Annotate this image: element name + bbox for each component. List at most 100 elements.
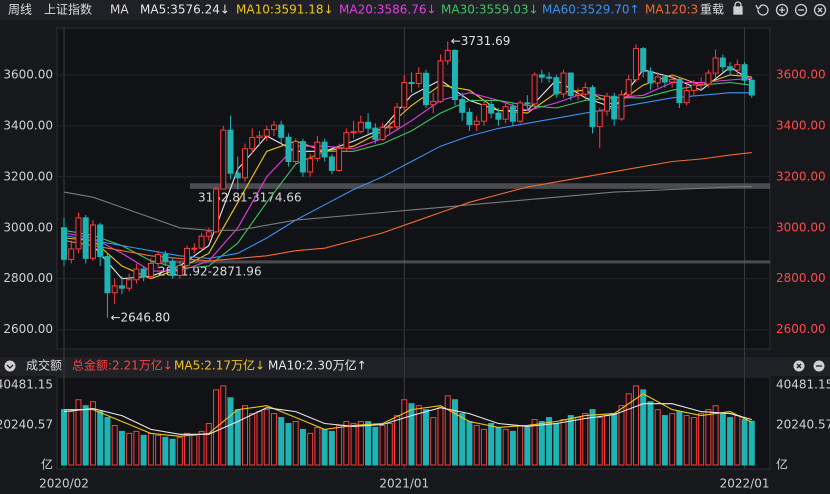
candle-body bbox=[343, 132, 350, 149]
volume-bar bbox=[350, 422, 357, 466]
add-icon[interactable] bbox=[775, 3, 789, 17]
volume-bar bbox=[712, 405, 719, 466]
volume-bar bbox=[430, 417, 437, 466]
candle-body bbox=[126, 279, 133, 289]
volume-bar bbox=[604, 415, 610, 466]
volume-bar bbox=[155, 434, 162, 466]
volume-bar bbox=[618, 405, 625, 466]
candle-body bbox=[321, 141, 328, 158]
y-tick-label: 3000.00 bbox=[3, 220, 53, 234]
candle-body bbox=[386, 126, 393, 129]
candle-body bbox=[473, 120, 480, 126]
candle-body bbox=[647, 71, 654, 84]
volume-bar bbox=[640, 389, 647, 466]
y-tick-label-right: 3600.00 bbox=[776, 67, 826, 81]
indicator[interactable]: MA bbox=[110, 3, 129, 17]
close-icon[interactable] bbox=[813, 3, 827, 17]
period[interactable]: 周线 bbox=[8, 3, 32, 17]
volume-bar bbox=[133, 430, 140, 466]
gap-band bbox=[150, 260, 770, 264]
candle-body bbox=[205, 231, 212, 237]
candle-body bbox=[553, 77, 560, 95]
extreme-label: ←3731.69 bbox=[451, 34, 511, 48]
y-tick-label: 20240.57 bbox=[0, 417, 53, 431]
volume-bar bbox=[531, 419, 538, 466]
candle-body bbox=[401, 82, 408, 108]
dropdown-icon[interactable] bbox=[4, 360, 16, 372]
candle-body bbox=[292, 141, 299, 163]
volume-bar bbox=[357, 420, 364, 466]
volume-bar bbox=[727, 417, 734, 466]
candle-body bbox=[234, 172, 241, 179]
legend-entry: MA10:2.30万亿↑ bbox=[268, 358, 367, 373]
x-tick-label: 2022/01 bbox=[720, 477, 770, 491]
volume-bar bbox=[336, 424, 343, 466]
volume-bar bbox=[249, 413, 256, 466]
candle-body bbox=[213, 188, 220, 233]
candle-body bbox=[176, 264, 183, 276]
candle-body bbox=[611, 95, 618, 120]
volume-bar bbox=[582, 413, 589, 466]
volume-bar bbox=[307, 432, 314, 466]
candle-body bbox=[249, 137, 256, 150]
volume-bar bbox=[661, 415, 668, 466]
symbol[interactable]: 上证指数 bbox=[44, 2, 92, 17]
volume-header bbox=[0, 357, 830, 376]
volume-bar bbox=[256, 411, 263, 466]
volume-bar bbox=[61, 409, 67, 466]
candle-body bbox=[683, 89, 690, 104]
gap-band bbox=[190, 183, 770, 189]
volume-bar bbox=[553, 422, 560, 466]
volume-bar bbox=[401, 399, 408, 466]
undo-icon[interactable] bbox=[755, 4, 769, 16]
y-tick-label-right: 3400.00 bbox=[776, 118, 826, 132]
candle-body bbox=[531, 74, 538, 105]
volume-bar bbox=[314, 426, 321, 466]
candle-body bbox=[690, 84, 697, 91]
candle-body bbox=[632, 48, 639, 81]
y-tick-label: 亿 bbox=[41, 457, 53, 472]
candle-body bbox=[307, 157, 314, 173]
lock-icon[interactable] bbox=[733, 6, 743, 15]
volume-bar bbox=[560, 419, 567, 466]
candle-body bbox=[669, 78, 676, 83]
candle-body bbox=[314, 141, 321, 159]
volume-bar bbox=[423, 409, 429, 466]
volume-bar bbox=[596, 417, 603, 466]
volume-bar bbox=[690, 417, 697, 466]
candle-body bbox=[560, 72, 567, 95]
candle-body bbox=[169, 260, 176, 276]
volume-bar bbox=[270, 413, 277, 466]
volume-bar bbox=[647, 401, 654, 466]
volume-bar bbox=[234, 409, 241, 466]
volume-bar bbox=[575, 417, 582, 466]
legend-entry: MA60:3529.70↑ bbox=[542, 3, 640, 17]
volume-bar bbox=[502, 428, 509, 466]
volume-bar bbox=[517, 424, 524, 466]
candle-body bbox=[147, 262, 154, 277]
toolbar bbox=[0, 0, 830, 20]
candle-body bbox=[379, 126, 386, 140]
close-sign bbox=[796, 363, 802, 369]
candle-body bbox=[698, 83, 705, 86]
volume-bar bbox=[111, 424, 118, 466]
volume-bar bbox=[473, 424, 480, 466]
volume-bar bbox=[97, 411, 104, 466]
candle-body bbox=[676, 78, 683, 104]
volume-bar bbox=[198, 430, 205, 466]
candle-body bbox=[459, 99, 466, 113]
candle-body bbox=[336, 147, 343, 171]
volume-bar bbox=[538, 420, 545, 466]
candle-body bbox=[661, 76, 668, 83]
y-tick-label-right: 3200.00 bbox=[776, 169, 826, 183]
legend-entry: MA30:3559.03↓ bbox=[441, 3, 539, 17]
volume-bar bbox=[437, 407, 444, 466]
remove-icon[interactable] bbox=[794, 3, 808, 17]
candle-body bbox=[394, 106, 401, 128]
candle-body bbox=[111, 285, 118, 294]
candle-body bbox=[589, 87, 596, 128]
volume-bar bbox=[676, 411, 683, 466]
y-tick-label-right: 20240.57 bbox=[776, 417, 830, 431]
volume-bar bbox=[89, 401, 96, 466]
reload[interactable]: 重载 bbox=[700, 3, 724, 17]
